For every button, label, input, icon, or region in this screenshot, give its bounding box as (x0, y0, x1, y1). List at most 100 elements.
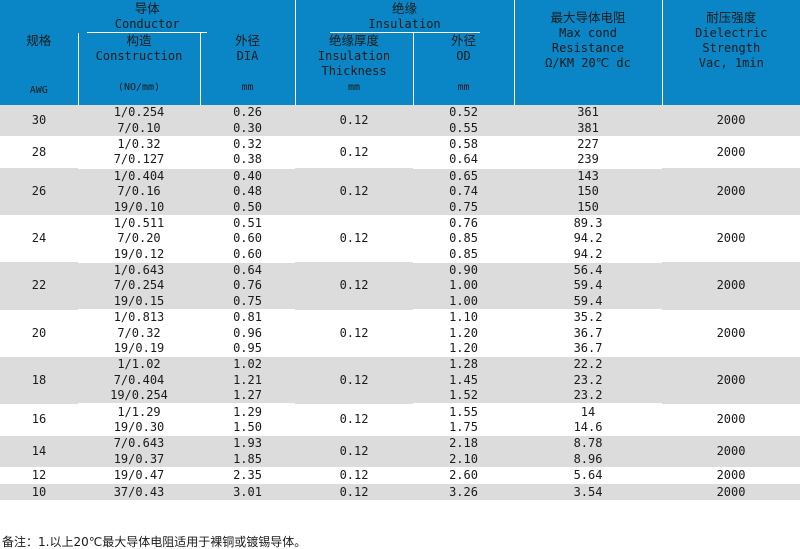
dia-cell: 0.32 (200, 136, 296, 153)
table-row: 18 1/1.02 1.02 0.12 1.28 22.2 2000 (0, 356, 800, 404)
resistance-cell: 14.6 (514, 419, 663, 437)
construction-cell: 7/0.643 (78, 435, 200, 452)
od-cell: 1.28 (413, 356, 515, 373)
strength-cell: 2000 (662, 262, 800, 310)
table-row: 24 1/0.511 0.51 0.12 0.76 89.3 2000 (0, 215, 800, 263)
table-row: 22 1/0.643 0.64 0.12 0.90 56.4 2000 (0, 262, 800, 310)
construction-cell: 37/0.43 (78, 483, 200, 501)
table-row: 16 1/1.29 1.29 0.12 1.55 14 2000 (0, 403, 800, 436)
dia-cell: 0.48 (200, 183, 296, 200)
dia-cell: 0.30 (200, 120, 296, 137)
conductor-header-en: Conductor (87, 17, 208, 33)
construction-cell: 7/0.20 (78, 231, 200, 247)
dia-cell: 1.50 (200, 419, 296, 437)
resistance-cell: 150 (514, 183, 663, 200)
dia-cell: 0.50 (200, 199, 296, 216)
dia-cell: 1.21 (200, 372, 296, 389)
table-row: 19/0.15 0.75 1.00 59.4 (0, 293, 800, 311)
thickness-cell: 0.12 (295, 403, 414, 436)
construction-cell: 1/1.02 (78, 356, 200, 373)
table-row: 7/0.404 1.21 1.45 23.2 (0, 372, 800, 389)
dia-cell: 1.93 (200, 435, 296, 452)
thickness-cell: 0.12 (295, 105, 414, 137)
resistance-cell: 22.2 (514, 356, 663, 373)
construction-cell: 7/0.127 (78, 152, 200, 169)
resistance-cell: 23.2 (514, 372, 663, 389)
od-cell: 1.45 (413, 372, 515, 389)
awg-cell: 24 (0, 215, 78, 263)
table-row: 7/0.127 0.38 0.64 239 (0, 152, 800, 169)
od-cell: 2.18 (413, 435, 515, 452)
strength-cell: 2000 (662, 136, 800, 169)
construction-cell: 7/0.254 (78, 278, 200, 294)
od-cell: 0.52 (413, 105, 515, 121)
table-row: 30 1/0.254 0.26 0.12 0.52 361 2000 (0, 105, 800, 137)
resistance-cell: 89.3 (514, 215, 663, 232)
construction-cell: 19/0.37 (78, 451, 200, 468)
strength-cell: 2000 (662, 403, 800, 436)
construction-cell: 19/0.12 (78, 246, 200, 263)
od-cell: 2.60 (413, 467, 515, 485)
strength-cell: 2000 (662, 467, 800, 485)
table-row: 19/0.30 1.50 1.75 14.6 (0, 419, 800, 437)
resistance-cell: 8.96 (514, 451, 663, 468)
resistance-cell: 143 (514, 168, 663, 184)
resistance-cell: 23.2 (514, 388, 663, 405)
table-body: 30 1/0.254 0.26 0.12 0.52 361 2000 7/0.10 0.30 0.… (0, 105, 800, 501)
od-cell: 2.10 (413, 451, 515, 468)
strength-cell: 2000 (662, 483, 800, 501)
dia-cell: 0.40 (200, 168, 296, 184)
dielectric-header: 耐压强度 Dielectric Strength Vac, 1min (662, 0, 800, 105)
od-cell: 1.00 (413, 293, 515, 311)
od-cell: 1.75 (413, 419, 515, 437)
dia-cell: 1.02 (200, 356, 296, 373)
strength-cell: 2000 (662, 309, 800, 357)
construction-header: 构造 Construction (NO/mm) (78, 33, 201, 105)
awg-cell: 14 (0, 435, 78, 468)
construction-cell: 1/0.813 (78, 309, 200, 326)
od-cell: 0.58 (413, 136, 515, 153)
table-row: 7/0.254 0.76 1.00 59.4 (0, 278, 800, 294)
dia-header: 外径 DIA mm (200, 33, 296, 105)
footnote: 备注：1.以上20℃最大导体电阻适用于裸铜或镀锡导体。 (2, 535, 307, 549)
resistance-cell: 3.54 (514, 483, 663, 501)
construction-cell: 7/0.32 (78, 325, 200, 341)
resistance-cell: 5.64 (514, 467, 663, 485)
construction-cell: 1/0.643 (78, 262, 200, 279)
dia-cell: 0.38 (200, 152, 296, 169)
resistance-cell: 8.78 (514, 435, 663, 452)
wire-spec-table: 导体 Conductor 绝缘 Insulation 最大导体电阻 Max co… (0, 0, 800, 501)
thickness-cell: 0.12 (295, 215, 414, 263)
construction-cell: 19/0.30 (78, 419, 200, 437)
construction-cell: 19/0.47 (78, 467, 200, 485)
thickness-cell: 0.12 (295, 262, 414, 310)
awg-cell: 16 (0, 403, 78, 436)
dia-cell: 0.75 (200, 293, 296, 311)
construction-cell: 19/0.254 (78, 388, 200, 405)
table-row: 7/0.32 0.96 1.20 36.7 (0, 325, 800, 341)
resistance-cell: 94.2 (514, 231, 663, 247)
od-cell: 1.52 (413, 388, 515, 405)
awg-cell: 20 (0, 309, 78, 357)
od-cell: 1.10 (413, 309, 515, 326)
thickness-cell: 0.12 (295, 483, 414, 501)
resistance-cell: 239 (514, 152, 663, 169)
dia-cell: 0.81 (200, 309, 296, 326)
insulation-header-en: Insulation (329, 17, 480, 33)
table-row: 26 1/0.404 0.40 0.12 0.65 143 2000 (0, 168, 800, 216)
resistance-cell: 227 (514, 136, 663, 153)
construction-cell: 1/0.404 (78, 168, 200, 184)
awg-cell: 22 (0, 262, 78, 310)
resistance-cell: 381 (514, 120, 663, 137)
table-row: 19/0.254 1.27 1.52 23.2 (0, 388, 800, 405)
awg-cell: 12 (0, 467, 78, 485)
construction-cell: 19/0.19 (78, 340, 200, 358)
strength-cell: 2000 (662, 435, 800, 468)
awg-header: 规格 AWG (0, 33, 79, 105)
awg-cell: 30 (0, 105, 78, 137)
od-cell: 1.00 (413, 278, 515, 294)
od-cell: 0.64 (413, 152, 515, 169)
table-row: 19/0.37 1.85 2.10 8.96 (0, 451, 800, 468)
od-cell: 0.75 (413, 199, 515, 216)
